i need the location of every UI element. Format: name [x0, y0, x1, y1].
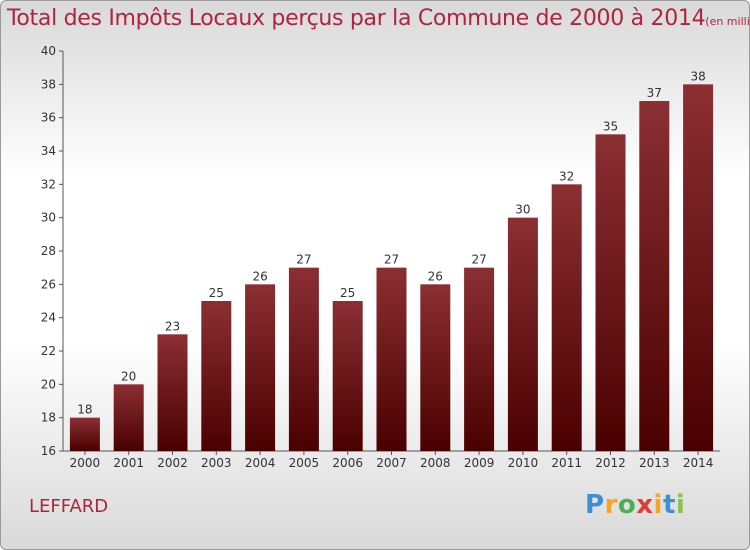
y-tick-label: 38: [41, 77, 56, 91]
data-label: 18: [77, 403, 92, 417]
y-tick-label: 16: [41, 444, 56, 458]
commune-name: LEFFARD: [29, 496, 109, 517]
title-row: Total des Impôts Locaux perçus par la Co…: [7, 6, 750, 31]
bar: [376, 267, 407, 451]
data-label: 37: [647, 86, 662, 100]
logo-letter: r: [604, 490, 618, 520]
data-label: 27: [296, 253, 311, 267]
y-tick-label: 18: [41, 411, 56, 425]
y-tick-label: 36: [41, 111, 56, 125]
bar: [157, 334, 188, 451]
y-tick-label: 28: [41, 244, 56, 258]
y-tick-label: 34: [41, 144, 56, 158]
data-label: 25: [209, 286, 224, 300]
x-tick-label: 2004: [245, 456, 276, 470]
data-label: 20: [121, 369, 136, 383]
x-tick-label: 2000: [70, 456, 101, 470]
data-labels: 18 20 23 25 26 27 25 27 26 27 30 32 35 37 38: [77, 69, 705, 416]
y-tick-label: 26: [41, 277, 56, 291]
x-tick-label: 2010: [508, 456, 539, 470]
y-tick-label: 22: [41, 344, 56, 358]
y-tick-label: 20: [41, 377, 56, 391]
bar: [551, 184, 582, 452]
y-tick-label: 24: [41, 311, 56, 325]
logo-letter: o: [617, 490, 637, 520]
x-tick-label: 2013: [639, 456, 670, 470]
bar: [420, 284, 451, 451]
y-tick-label: 30: [41, 211, 56, 225]
bar: [245, 284, 276, 451]
data-label: 30: [515, 203, 530, 217]
data-label: 27: [384, 253, 399, 267]
y-tick-label: 40: [41, 44, 56, 58]
unit-note: (en milliers d'€): [705, 15, 750, 28]
x-tick-label: 2012: [595, 456, 626, 470]
proxiti-logo: Proxiti: [585, 490, 685, 520]
chart-title: Total des Impôts Locaux perçus par la Co…: [7, 6, 706, 31]
bar: [332, 301, 363, 451]
x-tick-label: 2001: [113, 456, 144, 470]
bar: [113, 384, 144, 451]
data-label: 32: [559, 169, 574, 183]
logo-letter: P: [585, 490, 605, 520]
bar: [288, 267, 319, 451]
bar: [507, 217, 538, 451]
logo-letter: x: [636, 490, 654, 520]
data-label: 26: [428, 269, 443, 283]
bar: [464, 267, 495, 451]
data-label: 35: [603, 119, 618, 133]
bar: [69, 417, 100, 451]
data-label: 25: [340, 286, 355, 300]
x-tick-label: 2006: [332, 456, 363, 470]
data-label: 27: [471, 253, 486, 267]
x-tick-label: 2007: [376, 456, 407, 470]
bar: [595, 134, 626, 452]
x-tick-label: 2009: [464, 456, 495, 470]
bar: [683, 84, 714, 451]
logo-letter: t: [662, 490, 676, 520]
bar: [639, 101, 670, 451]
x-tick-label: 2008: [420, 456, 451, 470]
x-tick-label: 2003: [201, 456, 232, 470]
logo-letter: i: [675, 490, 686, 520]
bars: [69, 84, 714, 452]
x-tick-label: 2005: [289, 456, 320, 470]
x-tick-label: 2011: [551, 456, 582, 470]
data-label: 23: [165, 319, 180, 333]
axes: 16 18 20 22 24 26 28 30 32 34 36 38 40 2000 2001 2002 20…: [41, 44, 720, 470]
y-tick-label: 32: [41, 177, 56, 191]
x-tick-label: 2002: [157, 456, 188, 470]
data-label: 26: [252, 269, 267, 283]
logo-letter: i: [653, 490, 663, 520]
bar: [201, 301, 232, 451]
x-tick-label: 2014: [683, 456, 714, 470]
data-label: 38: [690, 69, 705, 83]
